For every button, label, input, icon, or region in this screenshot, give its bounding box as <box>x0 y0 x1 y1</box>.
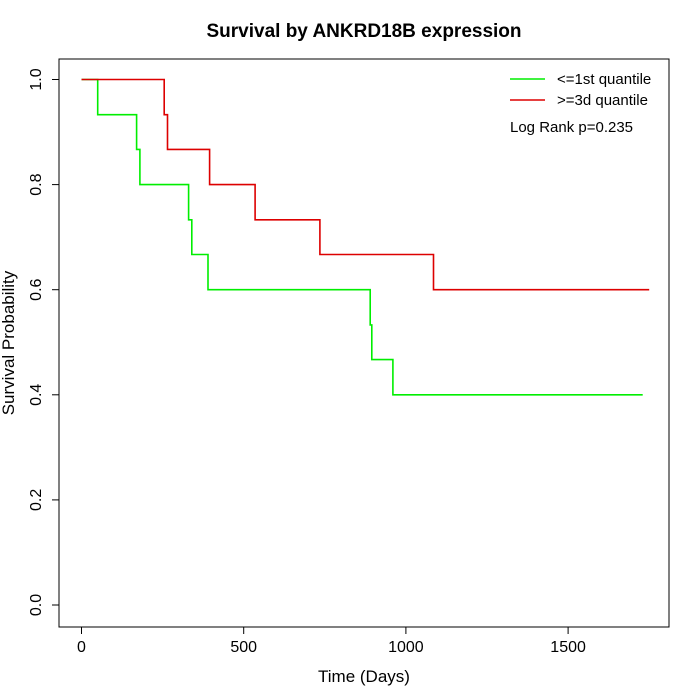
chart-title: Survival by ANKRD18B expression <box>206 21 521 42</box>
x-tick-label: 0 <box>77 639 86 656</box>
plot-frame <box>58 58 670 628</box>
y-tick-label: 1.0 <box>28 68 45 90</box>
x-tick-label: 1500 <box>550 639 586 656</box>
y-tick-label: 0.8 <box>28 173 45 195</box>
y-axis: 0.0 0.2 0.4 0.6 0.8 1.0 <box>28 68 60 616</box>
legend-label-low: <=1st quantile <box>557 71 651 88</box>
y-tick-label: 0.4 <box>28 384 45 406</box>
legend-label-high: >=3d quantile <box>557 92 648 109</box>
legend: <=1st quantile >=3d quantile Log Rank p=… <box>510 71 651 136</box>
x-tick-label: 500 <box>230 639 257 656</box>
series-line-low-expression <box>81 78 643 396</box>
series-line-high-expression <box>81 78 650 291</box>
series-layer <box>81 78 650 396</box>
y-tick-label: 0.0 <box>28 594 45 616</box>
y-tick-label: 0.6 <box>28 278 45 300</box>
x-axis-label: Time (Days) <box>318 667 410 686</box>
x-tick-label: 1000 <box>388 639 424 656</box>
log-rank-annotation: Log Rank p=0.235 <box>510 119 633 136</box>
y-axis-label: Survival Probability <box>0 270 18 415</box>
y-tick-label: 0.2 <box>28 489 45 511</box>
x-axis: 0 500 1000 1500 <box>77 626 586 656</box>
